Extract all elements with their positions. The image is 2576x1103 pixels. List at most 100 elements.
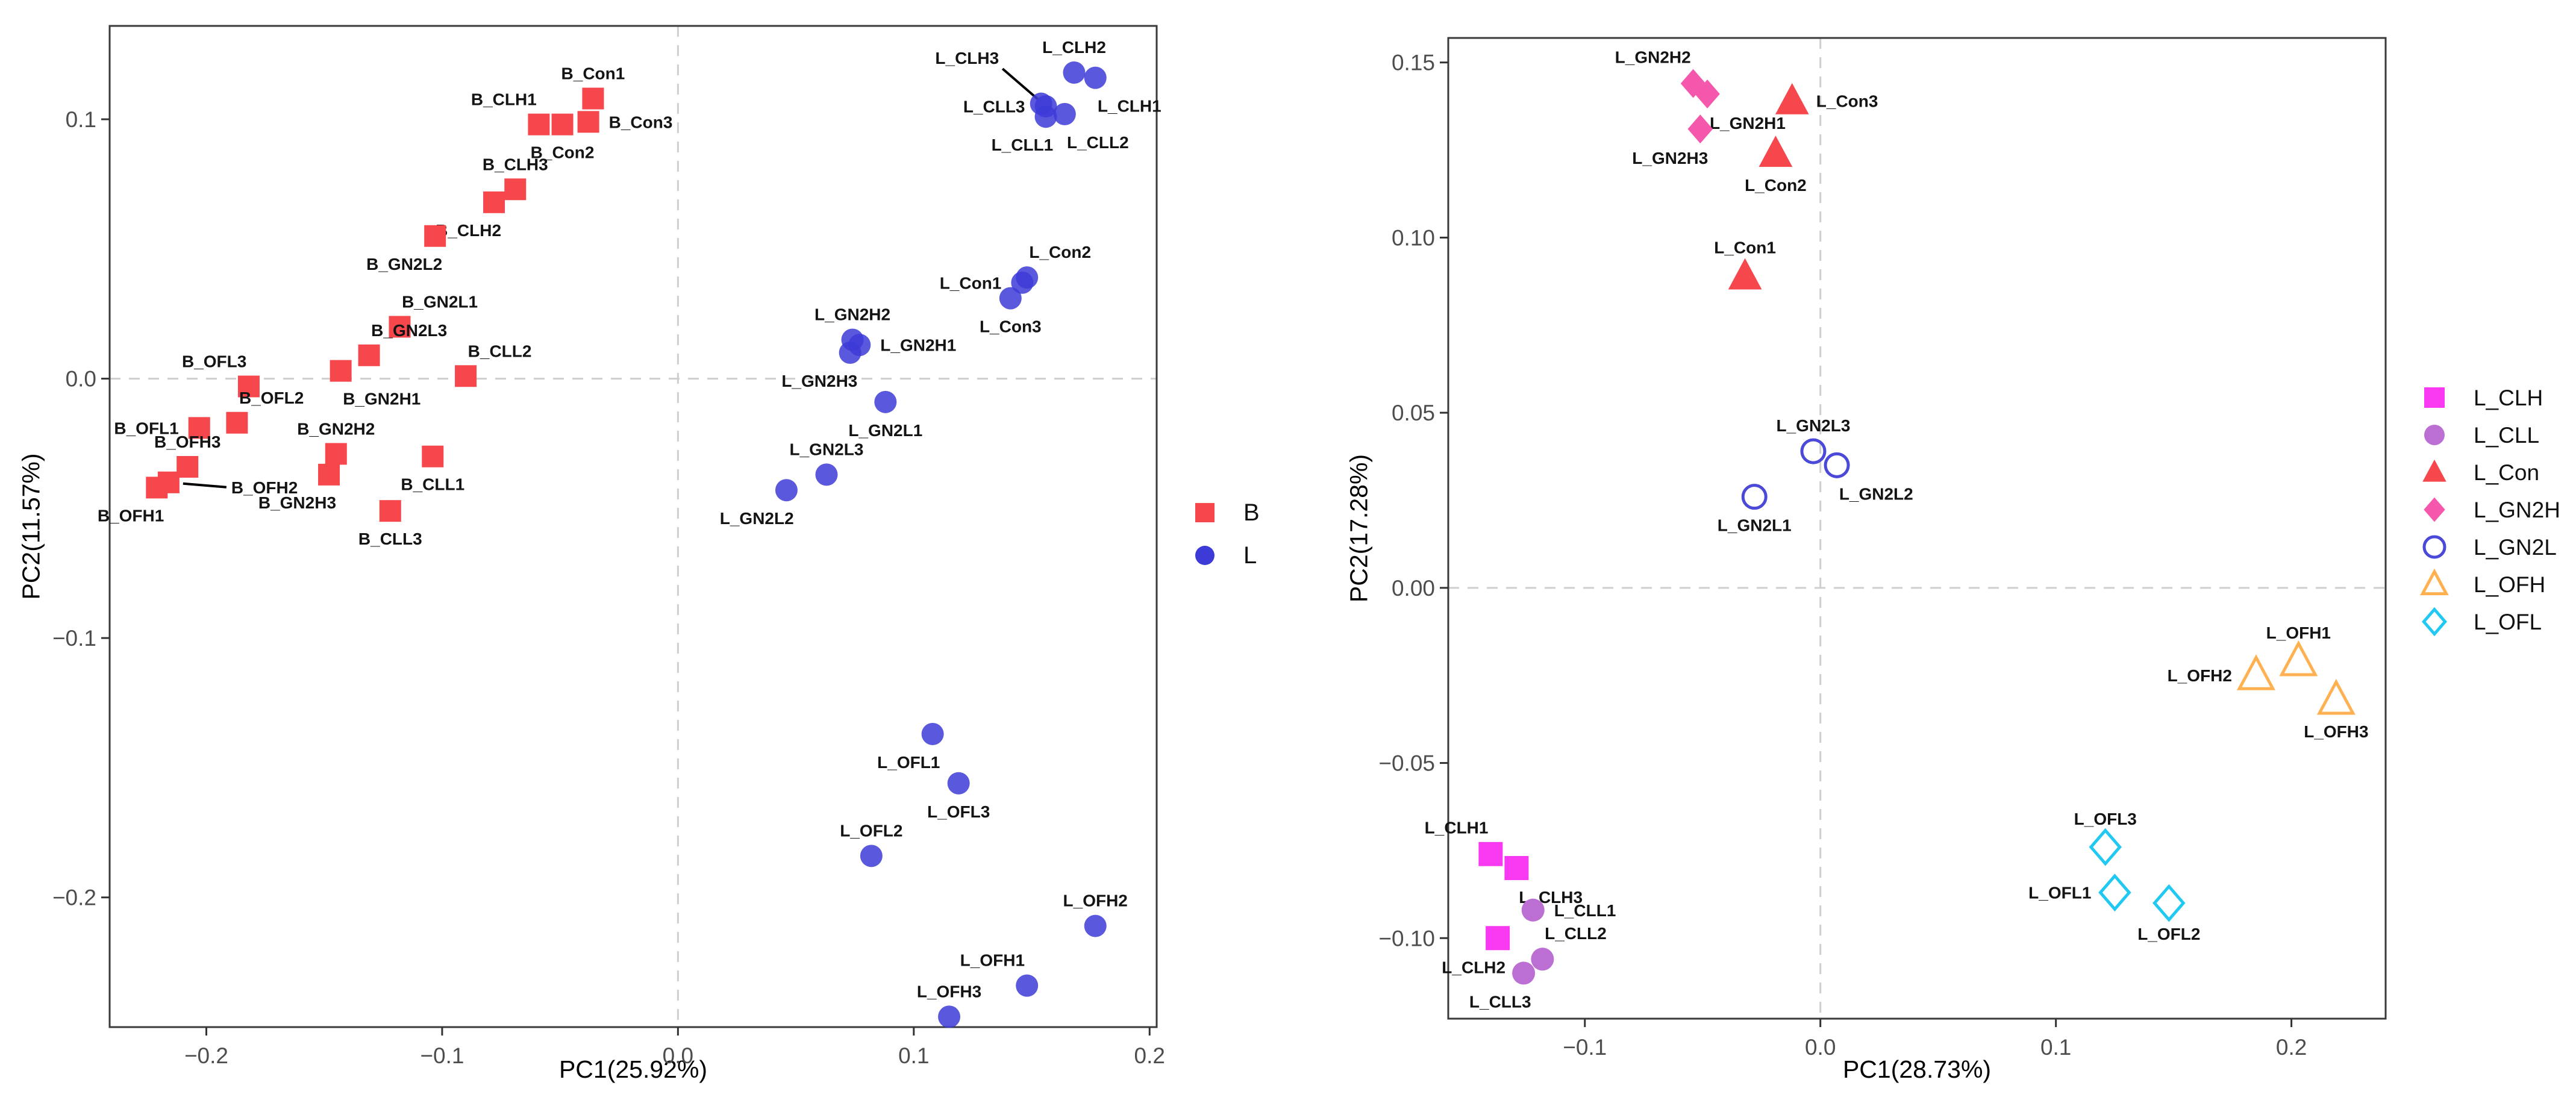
point-label-L_Con3: L_Con3 [980, 317, 1042, 336]
point-L_CLL1 [1034, 105, 1057, 128]
left-x-tick-label: 0.2 [1134, 1043, 1165, 1068]
point-label-L_GN2H3: L_GN2H3 [1632, 149, 1708, 167]
right-legend-key-L_Con [2422, 459, 2446, 482]
left-y-tick-label: −0.1 [52, 626, 96, 651]
point-L_CLL2 [1053, 102, 1076, 125]
point-label-B_Con3: B_Con3 [609, 113, 673, 131]
point-L_OFL2 [2152, 884, 2186, 922]
left-y-tick-label: 0.1 [66, 107, 96, 132]
right-legend-key-L_GN2H [2424, 497, 2445, 522]
point-L_OFL3 [947, 772, 970, 795]
point-label-L_OFH2: L_OFH2 [1063, 892, 1128, 910]
point-L_Con1 [1728, 258, 1762, 290]
right-y-tick-label: −0.10 [1378, 926, 1435, 951]
right-legend-label-L_GN2L: L_GN2L [2474, 535, 2557, 560]
point-label-L_CLL2: L_CLL2 [1067, 133, 1129, 152]
left-panel-border [108, 25, 1158, 1028]
point-L_CLL3 [1512, 961, 1536, 985]
point-label-B_GN2L3: B_GN2L3 [371, 321, 447, 340]
point-label-L_CLH1: L_CLH1 [1425, 819, 1489, 837]
point-label-L_GN2L1: L_GN2L1 [1718, 516, 1792, 535]
point-label-B_CLL1: B_CLL1 [401, 475, 464, 494]
point-label-B_Con2: B_Con2 [531, 143, 595, 162]
point-label-B_OFL2: B_OFL2 [239, 389, 304, 407]
right-panel-border [1447, 37, 2387, 1020]
right-x-tick-label: 0.1 [2040, 1035, 2071, 1060]
right-series-L_GN2L: L_GN2L3 L_GN2L2 L_GN2L1 [1718, 416, 1913, 535]
point-L_OFH2 [2236, 654, 2275, 690]
point-label-L_CLH1: L_CLH1 [1098, 97, 1161, 116]
point-L_GN2L3 [815, 463, 838, 486]
point-label-B_GN2L2: B_GN2L2 [366, 255, 442, 273]
label-leader-line [183, 482, 227, 489]
point-label-B_CLH3: B_CLH3 [483, 155, 548, 173]
point-L_GN2H3 [839, 342, 861, 364]
right-series-L_OFH: L_OFH1 L_OFH2 L_OFH3 [2168, 623, 2369, 741]
left-x-tick-label: 0.0 [663, 1043, 693, 1068]
point-label-L_OFL1: L_OFL1 [2028, 884, 2091, 902]
point-label-L_Con1: L_Con1 [1714, 238, 1776, 257]
point-L_CLH2 [1486, 926, 1510, 951]
label-leader-line [1001, 67, 1039, 100]
point-label-L_Con3: L_Con3 [1816, 92, 1878, 111]
point-B_GN2L2 [424, 225, 446, 247]
point-B_GN2H2 [325, 443, 347, 465]
point-label-L_GN2L2: L_GN2L2 [1839, 484, 1913, 503]
point-B_CLL3 [379, 500, 401, 522]
point-B_CLL2 [455, 365, 477, 387]
right-x-tick-label: 0.0 [1805, 1035, 1836, 1060]
right-legend-key-L_OFH [2420, 568, 2449, 596]
point-L_GN2H2 [1680, 69, 1706, 98]
point-label-L_OFL1: L_OFL1 [877, 753, 940, 772]
right-legend-label-L_CLL: L_CLL [2474, 423, 2539, 448]
point-label-B_OFL1: B_OFL1 [114, 419, 178, 437]
point-B_CLL1 [422, 445, 444, 467]
point-label-B_GN2H3: B_GN2H3 [258, 493, 336, 512]
point-label-L_GN2L3: L_GN2L3 [1777, 416, 1851, 435]
point-label-B_GN2H1: B_GN2H1 [343, 390, 420, 408]
point-label-B_OFH3: B_OFH3 [154, 433, 220, 451]
left-x-tick-label: 0.1 [898, 1043, 929, 1068]
right-plot-panel: −0.1 0.0 0.1 0.20.150.100.050.00−0.05−0.10L… [1378, 37, 2387, 1060]
point-L_GN2L2 [775, 479, 798, 502]
right-y-tick-label: 0.10 [1392, 225, 1435, 250]
point-B_Con3 [577, 111, 599, 133]
right-series-L_OFL: L_OFL3 L_OFL1 L_OFL2 [2028, 810, 2200, 943]
point-label-L_CLL3: L_CLL3 [1469, 992, 1531, 1011]
point-B_OFH3 [177, 455, 199, 478]
point-label-B_CLL2: B_CLL2 [468, 342, 532, 360]
point-L_OFH3 [2316, 678, 2356, 715]
right-legend-label-L_GN2H: L_GN2H [2474, 498, 2560, 522]
right-x-tick-label: −0.1 [1563, 1035, 1607, 1060]
point-L_Con2 [1758, 136, 1793, 167]
right-legend-key-L_GN2L [2422, 535, 2446, 559]
right-legend-label-L_OFH: L_OFH [2474, 572, 2545, 597]
point-L_CLH2 [1063, 61, 1086, 84]
point-B_Con1 [582, 87, 604, 110]
point-label-L_GN2L3: L_GN2L3 [790, 440, 864, 458]
point-label-L_CLL2: L_CLL2 [1545, 924, 1607, 943]
point-L_CLL1 [1521, 898, 1545, 922]
point-L_Con3 [999, 287, 1022, 310]
right-plot-x-axis-title: PC1(28.73%) [1842, 1055, 1992, 1083]
point-label-L_OFH3: L_OFH3 [2304, 722, 2368, 741]
point-L_Con2 [1016, 266, 1039, 289]
right-legend-label-L_Con: L_Con [2474, 460, 2539, 485]
point-B_GN2L1 [389, 316, 411, 338]
point-label-B_CLH2: B_CLH2 [436, 221, 501, 240]
left-plot-panel: −0.2 −0.1 0.0 0.1 0.20.10.0−0.1−0.2B_Con1B_C… [52, 25, 1165, 1068]
point-label-L_Con2: L_Con2 [1029, 243, 1091, 261]
point-label-B_CLL3: B_CLL3 [358, 530, 422, 548]
point-label-L_GN2L1: L_GN2L1 [848, 421, 922, 440]
point-label-B_CLH1: B_CLH1 [471, 90, 537, 109]
left-legend-label-B: B [1243, 499, 1260, 526]
point-L_CLH3 [1504, 855, 1529, 880]
left-y-tick-label: 0.0 [66, 367, 96, 392]
right-y-tick-label: 0.00 [1392, 576, 1435, 601]
point-label-B_OFH2: B_OFH2 [231, 478, 298, 497]
point-label-L_OFH2: L_OFH2 [2168, 666, 2232, 685]
right-legend-key-L_CLH [2424, 387, 2445, 408]
point-label-B_OFL3: B_OFL3 [182, 352, 246, 370]
